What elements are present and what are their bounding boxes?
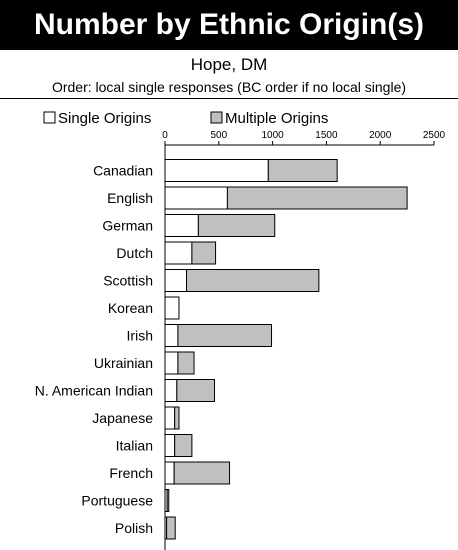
bar-multiple-origins xyxy=(166,516,176,540)
category-label: Portuguese xyxy=(81,493,153,509)
category-label: Korean xyxy=(108,300,153,316)
x-tick-label: 500 xyxy=(210,130,227,141)
legend-swatch-single xyxy=(43,111,56,124)
legend: Single Origins Multiple Origins xyxy=(43,110,328,127)
order-note: Order: local single responses (BC order … xyxy=(51,79,407,95)
bar-single-origins xyxy=(164,159,269,182)
bars xyxy=(164,159,408,540)
bar-single-origins xyxy=(164,324,179,347)
x-tick-label: 2000 xyxy=(369,130,392,141)
bar-single-origins xyxy=(164,186,228,210)
category-label: Italian xyxy=(116,438,153,454)
chart-subtitle: Hope, DM xyxy=(190,55,268,74)
bar-multiple-origins xyxy=(226,186,408,210)
bar-single-origins xyxy=(164,214,199,237)
chart-title: Number by Ethnic Origin(s) xyxy=(0,0,458,50)
header-divider xyxy=(0,98,458,99)
bar-single-origins xyxy=(164,296,180,320)
bar-multiple-origins xyxy=(174,406,180,430)
bar-single-origins xyxy=(164,241,193,265)
x-tick-label: 1000 xyxy=(261,130,284,141)
x-tick-label: 0 xyxy=(162,130,168,141)
bar-single-origins xyxy=(164,434,176,457)
category-label: N. American Indian xyxy=(35,383,153,399)
category-label: French xyxy=(109,465,153,481)
bar-single-origins xyxy=(164,461,175,485)
legend-label-single: Single Origins xyxy=(58,110,151,127)
bar-multiple-origins xyxy=(173,461,231,485)
category-label: Scottish xyxy=(103,273,153,289)
category-label: English xyxy=(107,190,153,206)
bar-multiple-origins xyxy=(176,379,215,402)
bar-multiple-origins xyxy=(197,214,276,237)
category-label: Irish xyxy=(127,328,153,344)
bar-single-origins xyxy=(164,379,178,402)
category-labels: Canadian English German Dutch Scottish Korean… xyxy=(35,163,154,537)
x-tick-label: 2500 xyxy=(423,130,446,141)
bar-multiple-origins xyxy=(177,351,195,375)
legend-label-multiple: Multiple Origins xyxy=(225,110,328,127)
category-label: Dutch xyxy=(116,245,153,261)
bar-multiple-origins xyxy=(174,434,193,457)
bar-single-origins xyxy=(164,269,188,292)
legend-swatch-multiple xyxy=(210,111,223,124)
bar-multiple-origins xyxy=(267,159,338,182)
bar-multiple-origins xyxy=(191,241,217,265)
bar-single-origins xyxy=(164,351,179,375)
bar-multiple-origins xyxy=(166,489,170,512)
category-label: German xyxy=(102,218,153,234)
x-axis: 0 500 1000 1500 2000 2500 xyxy=(162,130,446,550)
category-label: Polish xyxy=(115,520,153,536)
category-label: Ukrainian xyxy=(94,355,153,371)
category-label: Canadian xyxy=(93,163,153,179)
x-tick-label: 1500 xyxy=(315,130,338,141)
bar-multiple-origins xyxy=(186,269,320,292)
bar-single-origins xyxy=(164,406,176,430)
bar-multiple-origins xyxy=(177,324,273,347)
category-label: Japanese xyxy=(92,410,153,426)
